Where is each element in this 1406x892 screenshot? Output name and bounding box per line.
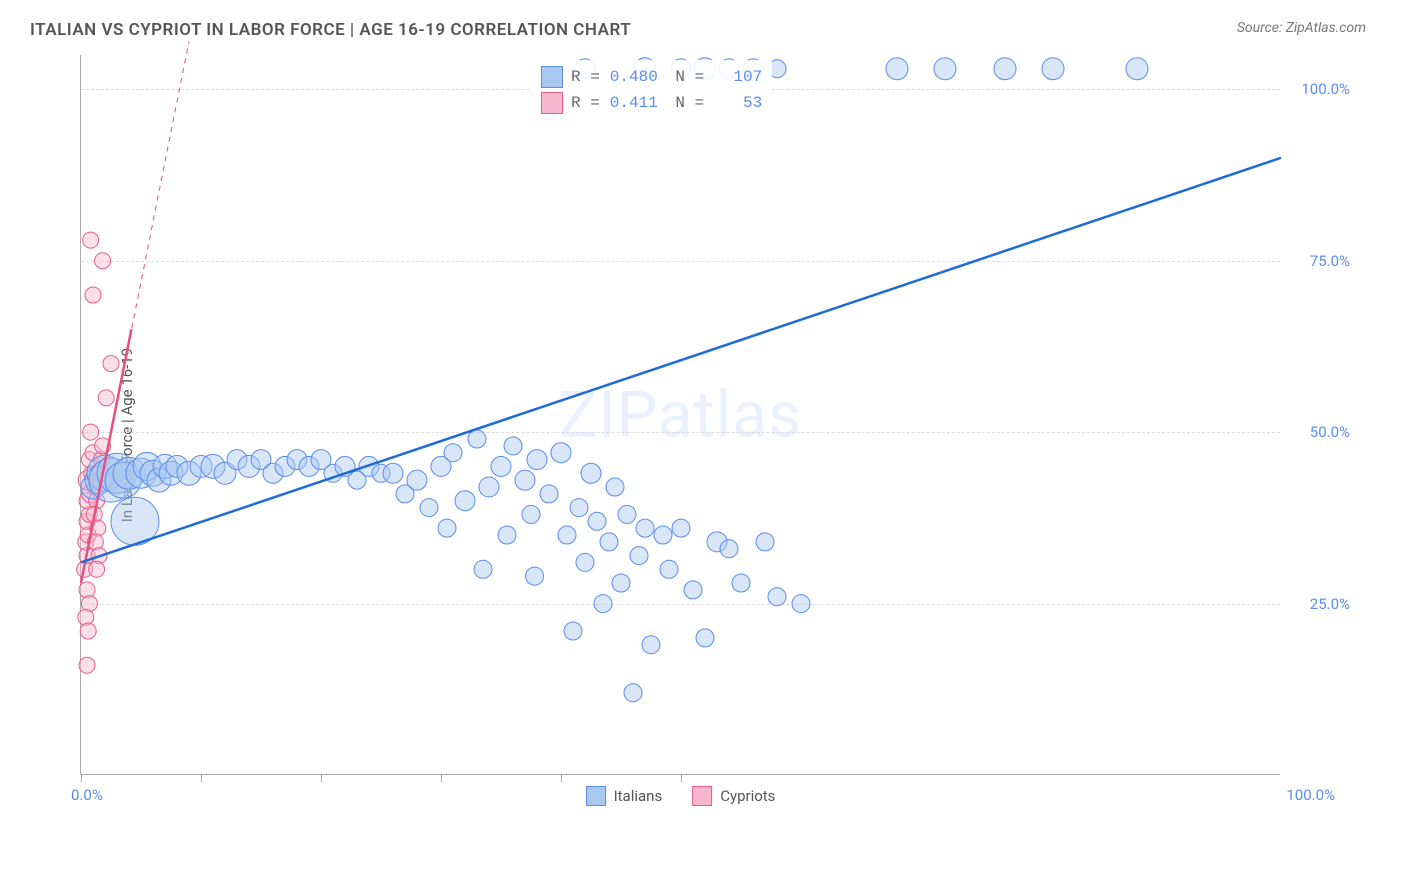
data-point bbox=[551, 443, 571, 463]
data-point bbox=[103, 356, 119, 372]
data-point bbox=[630, 547, 648, 565]
data-point bbox=[455, 491, 475, 511]
source-label: Source: ZipAtlas.com bbox=[1237, 20, 1366, 36]
swatch-blue-icon bbox=[541, 66, 563, 88]
legend: Italians Cypriots bbox=[586, 786, 776, 806]
x-min-label: 0.0% bbox=[71, 786, 103, 804]
data-point bbox=[444, 444, 462, 462]
x-tick bbox=[561, 774, 562, 782]
data-point bbox=[83, 232, 99, 248]
stats-row-1: R = 0.480 N = 107 bbox=[541, 64, 762, 90]
swatch-pink-icon bbox=[541, 92, 563, 114]
data-point bbox=[80, 623, 96, 639]
data-point bbox=[95, 253, 111, 269]
data-point bbox=[89, 561, 105, 577]
x-tick bbox=[201, 774, 202, 782]
data-point bbox=[576, 553, 594, 571]
data-point bbox=[636, 519, 654, 537]
plot-area: ZIPatlas 25.0%50.0%75.0%100.0% R = 0.480… bbox=[80, 55, 1280, 775]
data-point bbox=[672, 519, 690, 537]
data-point bbox=[522, 505, 540, 523]
x-tick bbox=[81, 774, 82, 782]
data-point bbox=[696, 629, 714, 647]
y-tick-label: 25.0% bbox=[1310, 595, 1350, 613]
n-label: N = bbox=[666, 94, 704, 112]
data-point bbox=[606, 478, 624, 496]
r-value-1: 0.480 bbox=[608, 68, 658, 86]
data-point bbox=[79, 657, 95, 673]
data-point bbox=[468, 430, 486, 448]
data-point bbox=[498, 526, 516, 544]
data-point bbox=[474, 560, 492, 578]
r-label: R = bbox=[571, 94, 600, 112]
legend-item-italians: Italians bbox=[586, 786, 663, 806]
legend-label-2: Cypriots bbox=[720, 787, 775, 805]
data-point bbox=[660, 560, 678, 578]
n-value-1: 107 bbox=[712, 68, 762, 86]
x-tick bbox=[321, 774, 322, 782]
data-point bbox=[420, 499, 438, 517]
data-point bbox=[720, 540, 738, 558]
data-point bbox=[85, 287, 101, 303]
data-point bbox=[515, 470, 535, 490]
data-point bbox=[491, 456, 511, 476]
data-point bbox=[1126, 58, 1148, 80]
data-point bbox=[654, 526, 672, 544]
y-tick-label: 75.0% bbox=[1310, 252, 1350, 270]
legend-label-1: Italians bbox=[614, 787, 663, 805]
data-point bbox=[756, 533, 774, 551]
scatter-svg bbox=[81, 55, 1281, 775]
x-max-label: 100.0% bbox=[1286, 786, 1335, 804]
data-point bbox=[768, 588, 786, 606]
data-point bbox=[407, 470, 427, 490]
r-value-2: 0.411 bbox=[608, 94, 658, 112]
data-point bbox=[624, 684, 642, 702]
y-tick-label: 50.0% bbox=[1310, 423, 1350, 441]
data-point bbox=[594, 595, 612, 613]
chart-container: In Labor Force | Age 16-19 ZIPatlas 25.0… bbox=[80, 55, 1360, 815]
data-point bbox=[570, 499, 588, 517]
n-value-2: 53 bbox=[712, 94, 762, 112]
data-point bbox=[383, 463, 403, 483]
data-point bbox=[618, 505, 636, 523]
data-point bbox=[934, 58, 956, 80]
data-point bbox=[438, 519, 456, 537]
data-point bbox=[558, 526, 576, 544]
data-point bbox=[600, 533, 618, 551]
legend-item-cypriots: Cypriots bbox=[692, 786, 775, 806]
data-point bbox=[98, 390, 114, 406]
data-point bbox=[564, 622, 582, 640]
data-point bbox=[886, 58, 908, 80]
data-point bbox=[540, 485, 558, 503]
data-point bbox=[83, 424, 99, 440]
data-point bbox=[527, 450, 547, 470]
data-point bbox=[642, 636, 660, 654]
data-point bbox=[792, 595, 810, 613]
x-tick bbox=[441, 774, 442, 782]
data-point bbox=[588, 512, 606, 530]
data-point bbox=[479, 477, 499, 497]
x-tick bbox=[681, 774, 682, 782]
n-label: N = bbox=[666, 68, 704, 86]
stats-row-2: R = 0.411 N = 53 bbox=[541, 90, 762, 116]
data-point bbox=[526, 567, 544, 585]
data-point bbox=[732, 574, 750, 592]
stats-box: R = 0.480 N = 107 R = 0.411 N = 53 bbox=[531, 60, 772, 120]
swatch-pink-icon bbox=[692, 786, 712, 806]
data-point bbox=[684, 581, 702, 599]
swatch-blue-icon bbox=[586, 786, 606, 806]
y-tick-label: 100.0% bbox=[1301, 80, 1350, 98]
data-point bbox=[994, 58, 1016, 80]
r-label: R = bbox=[571, 68, 600, 86]
chart-title: ITALIAN VS CYPRIOT IN LABOR FORCE | AGE … bbox=[30, 20, 631, 40]
data-point bbox=[581, 463, 601, 483]
data-point bbox=[504, 437, 522, 455]
data-point bbox=[1042, 58, 1064, 80]
data-point bbox=[612, 574, 630, 592]
regression-line bbox=[81, 158, 1281, 563]
